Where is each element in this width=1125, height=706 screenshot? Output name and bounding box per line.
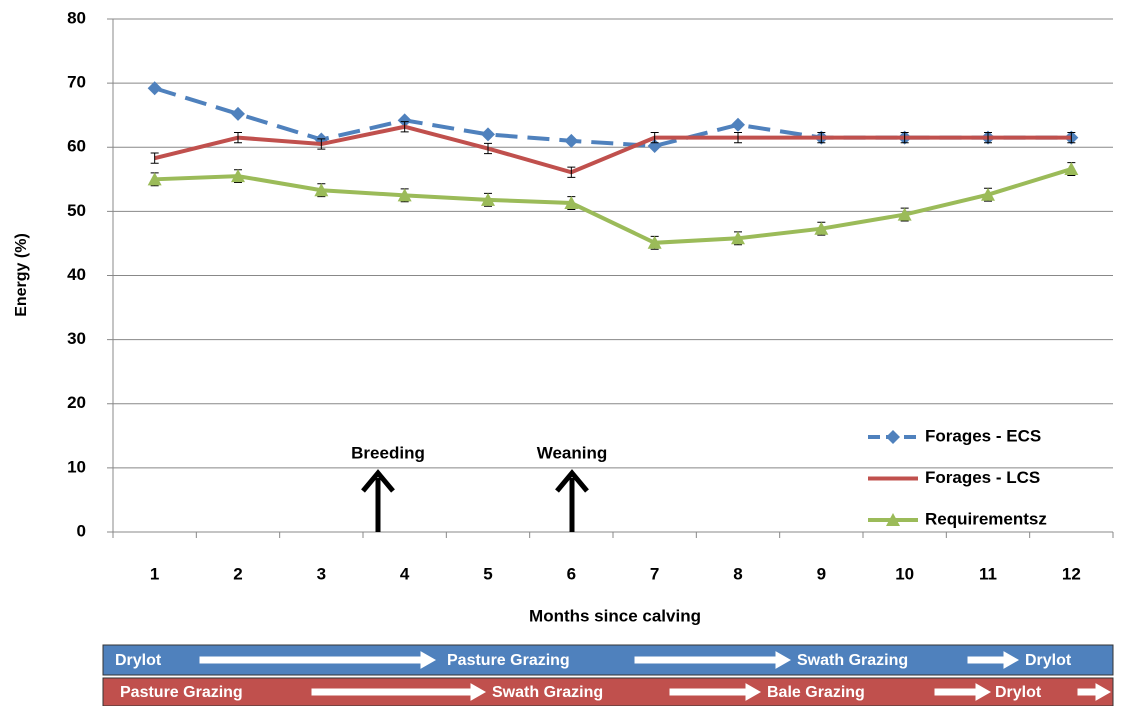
error-bar (734, 132, 742, 144)
timeline-arrow (634, 651, 792, 669)
error-bar (1067, 132, 1076, 144)
marker (231, 169, 245, 183)
series-line (154, 124, 1072, 175)
timeline-stage: Drylot (115, 652, 162, 669)
timeline-stage: Pasture Grazing (447, 652, 570, 669)
legend-marker (886, 430, 900, 444)
timeline: Drylot Pasture Grazing Swath Grazing Drylot (102, 644, 1114, 676)
x-tick-label: 6 (567, 564, 576, 583)
error-bar (234, 132, 242, 144)
y-axis-title: Energy (%) (13, 233, 30, 317)
timeline-arrow (311, 683, 487, 701)
legend-label: Requirementsz (925, 509, 1047, 528)
timeline-stage: Swath Grazing (797, 652, 908, 669)
marker (397, 113, 412, 128)
marker (481, 192, 495, 206)
marker (1064, 162, 1079, 176)
error-bar (900, 132, 909, 144)
timeline-arrow (967, 651, 1020, 669)
legend-label: Forages - LCS (925, 468, 1040, 487)
timeline-arrow (934, 683, 992, 701)
marker (397, 188, 412, 202)
y-tick-label: 20 (67, 393, 86, 412)
y-tick-label: 30 (67, 329, 86, 348)
error-bar (650, 132, 659, 144)
annotation: Weaning (537, 443, 608, 462)
arrow (555, 469, 589, 532)
marker (564, 196, 579, 210)
x-tick-label: 11 (979, 564, 997, 583)
timeline-stage: Drylot (1025, 652, 1072, 669)
marker (481, 127, 495, 142)
y-tick-label: 60 (67, 137, 86, 156)
marker (897, 207, 912, 221)
x-tick-label: 1 (150, 564, 159, 583)
marker (147, 172, 162, 186)
x-tick-label: 12 (1062, 564, 1081, 583)
timeline-stage: Drylot (995, 684, 1042, 701)
y-tick-label: 80 (67, 8, 86, 27)
timeline-stage: Pasture Grazing (120, 684, 243, 701)
y-tick-label: 0 (77, 521, 86, 540)
x-tick-label: 3 (317, 564, 326, 583)
marker (731, 117, 745, 132)
error-bar (400, 121, 409, 133)
error-bar (150, 152, 159, 164)
timeline-arrow (669, 683, 762, 701)
marker (231, 106, 245, 121)
y-tick-label: 40 (67, 265, 86, 284)
x-tick-label: 2 (233, 564, 242, 583)
error-bar (817, 132, 826, 144)
error-bar (567, 166, 576, 178)
error-bar (484, 142, 492, 155)
y-tick-label: 70 (67, 73, 86, 92)
x-tick-label: 4 (400, 564, 410, 583)
x-tick-label: 5 (483, 564, 492, 583)
marker (814, 221, 829, 235)
marker (731, 231, 745, 245)
timeline-stage: Swath Grazing (492, 684, 603, 701)
marker (314, 183, 329, 197)
series-line (154, 167, 1072, 245)
error-bar (317, 138, 326, 150)
y-tick-label: 50 (67, 201, 86, 220)
annotation: Breeding (351, 443, 425, 462)
x-tick-label: 10 (895, 564, 914, 583)
legend-label: Forages - ECS (925, 426, 1041, 445)
marker (981, 187, 995, 201)
timeline: Pasture Grazing Swath Grazing Bale Grazing… (102, 677, 1114, 706)
timeline-arrow (199, 651, 437, 669)
marker (147, 81, 162, 96)
arrow (361, 469, 395, 532)
timeline-stage: Bale Grazing (767, 684, 865, 701)
x-tick-label: 7 (650, 564, 659, 583)
y-tick-label: 10 (67, 457, 86, 476)
marker (564, 133, 579, 148)
timeline-arrow (1077, 683, 1112, 701)
x-axis-title: Months since calving (529, 606, 701, 625)
x-tick-label: 9 (817, 564, 826, 583)
marker (647, 235, 662, 249)
legend-marker (886, 513, 900, 526)
x-tick-label: 8 (733, 564, 742, 583)
error-bar (984, 132, 992, 144)
